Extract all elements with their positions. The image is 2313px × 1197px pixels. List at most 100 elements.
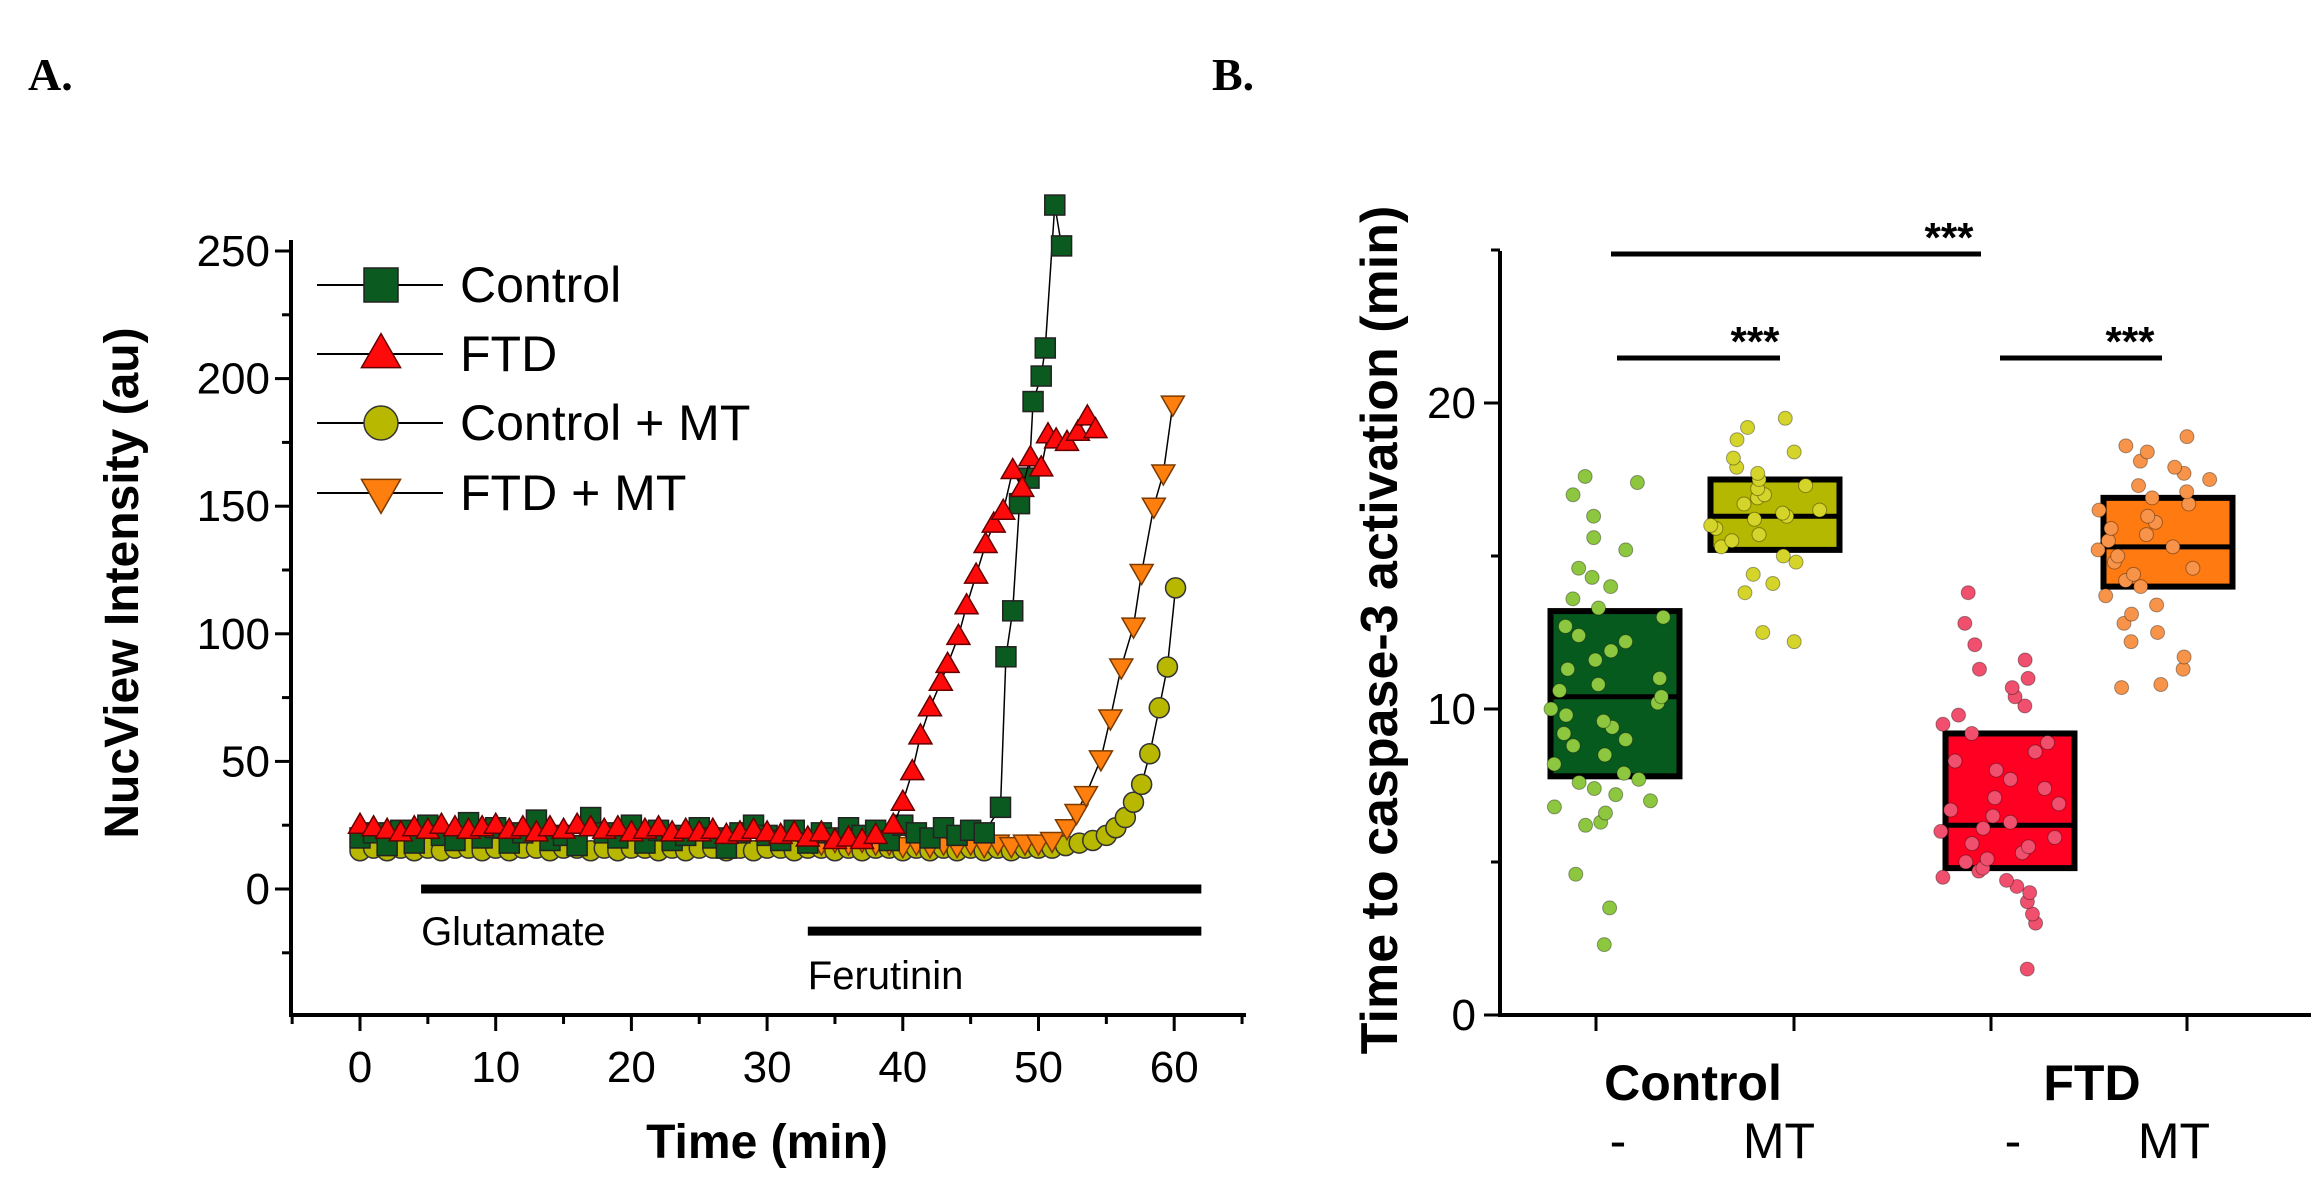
data-point xyxy=(1775,548,1791,564)
data-point xyxy=(1597,805,1613,821)
data-point xyxy=(953,592,980,615)
y-tick-label: 20 xyxy=(1427,379,1476,428)
data-point xyxy=(1964,836,1980,852)
data-point xyxy=(1935,716,1951,732)
legend-item: FTD xyxy=(317,326,557,382)
panel-label-a: A. xyxy=(28,49,73,100)
data-point xyxy=(1740,419,1756,435)
data-point xyxy=(2116,615,2132,631)
data-point xyxy=(2126,566,2142,582)
data-point xyxy=(1001,600,1024,622)
legend-label: Control + MT xyxy=(460,395,750,451)
data-point xyxy=(927,668,954,692)
legend-item: Control xyxy=(317,257,621,313)
data-point xyxy=(1999,872,2015,888)
data-point xyxy=(880,811,907,834)
data-point xyxy=(1602,900,1618,916)
x-axis-title: Time (min) xyxy=(646,1116,888,1169)
data-point xyxy=(2167,459,2183,475)
data-point xyxy=(2140,508,2156,524)
data-point xyxy=(1150,464,1177,487)
series-ftd xyxy=(347,403,1109,850)
data-point xyxy=(1933,823,1949,839)
data-point xyxy=(1751,527,1767,543)
treatment-label: - xyxy=(1610,1113,1627,1169)
data-point xyxy=(2165,539,2181,555)
data-point xyxy=(1030,365,1052,387)
data-point xyxy=(1560,661,1576,677)
data-point xyxy=(2114,680,2130,696)
y-tick-label: 50 xyxy=(221,737,270,786)
data-point xyxy=(989,796,1012,819)
data-point xyxy=(1951,707,1967,723)
x-tick-label: 20 xyxy=(607,1043,656,1092)
y-axis-title: Time to caspase-3 activation (min) xyxy=(1351,206,1409,1055)
data-point xyxy=(2002,771,2018,787)
data-point xyxy=(1957,615,1973,631)
data-point xyxy=(1054,819,1080,842)
treatment-label: MT xyxy=(1743,1113,1815,1169)
data-point xyxy=(1985,808,2001,824)
panel-a-line-chart: 0 10 20 30 40 50 60 0 50 100 150 200 250 Time (min) Nu… xyxy=(96,194,1246,1169)
data-point xyxy=(1139,742,1161,765)
data-point xyxy=(1608,787,1624,803)
data-point xyxy=(1063,803,1090,826)
data-point xyxy=(1975,820,1991,836)
significance-label: *** xyxy=(2105,318,2155,365)
data-point xyxy=(1148,697,1171,719)
data-point xyxy=(1571,774,1587,790)
data-point xyxy=(963,561,989,584)
significance-label: *** xyxy=(1730,318,1780,365)
y-tick-label: 150 xyxy=(197,482,270,531)
data-point xyxy=(1971,661,1987,677)
data-point xyxy=(1786,444,1802,460)
data-point xyxy=(1655,609,1671,625)
data-point xyxy=(1988,762,2004,778)
data-point xyxy=(1571,628,1587,644)
data-point xyxy=(2118,438,2134,454)
data-point xyxy=(2176,649,2192,665)
data-point xyxy=(1164,577,1187,599)
data-point xyxy=(1556,725,1572,741)
data-point xyxy=(1128,563,1155,587)
data-point xyxy=(1584,569,1600,585)
data-point xyxy=(2020,839,2036,855)
data-point xyxy=(2185,560,2201,576)
data-point xyxy=(1765,576,1781,592)
series-line xyxy=(807,404,1174,847)
data-point xyxy=(1597,747,1613,763)
x-tick-label: 10 xyxy=(471,1043,520,1092)
series-control xyxy=(349,194,1073,859)
data-point xyxy=(1565,487,1581,503)
data-point xyxy=(1652,670,1668,686)
data-point xyxy=(808,819,835,842)
treatment-label: MT xyxy=(2138,1113,2210,1169)
data-point xyxy=(1044,194,1066,216)
data-point xyxy=(1022,390,1044,413)
data-point xyxy=(1082,416,1109,439)
data-point xyxy=(1546,756,1562,772)
data-point xyxy=(510,814,536,837)
legend-marker-icon xyxy=(360,332,402,369)
data-point xyxy=(934,650,961,674)
legend-label: Control xyxy=(460,257,621,313)
data-point xyxy=(1009,474,1036,498)
data-point xyxy=(1108,658,1135,681)
data-point xyxy=(700,816,726,840)
x-tick-label: 30 xyxy=(743,1043,792,1092)
data-point xyxy=(1557,618,1573,634)
data-point xyxy=(1587,652,1603,668)
panel-label-b: B. xyxy=(1212,49,1254,100)
data-point xyxy=(1958,854,1974,870)
data-point xyxy=(1979,851,1995,867)
data-point xyxy=(1713,539,1729,555)
data-point xyxy=(890,788,916,811)
data-point xyxy=(2144,490,2160,506)
data-point xyxy=(2202,472,2218,487)
data-point xyxy=(2179,484,2195,500)
legend-marker-icon xyxy=(363,267,399,303)
legend-label: FTD xyxy=(460,326,557,382)
data-point xyxy=(1595,713,1611,729)
data-point xyxy=(1618,634,1634,650)
data-point xyxy=(2027,744,2043,760)
